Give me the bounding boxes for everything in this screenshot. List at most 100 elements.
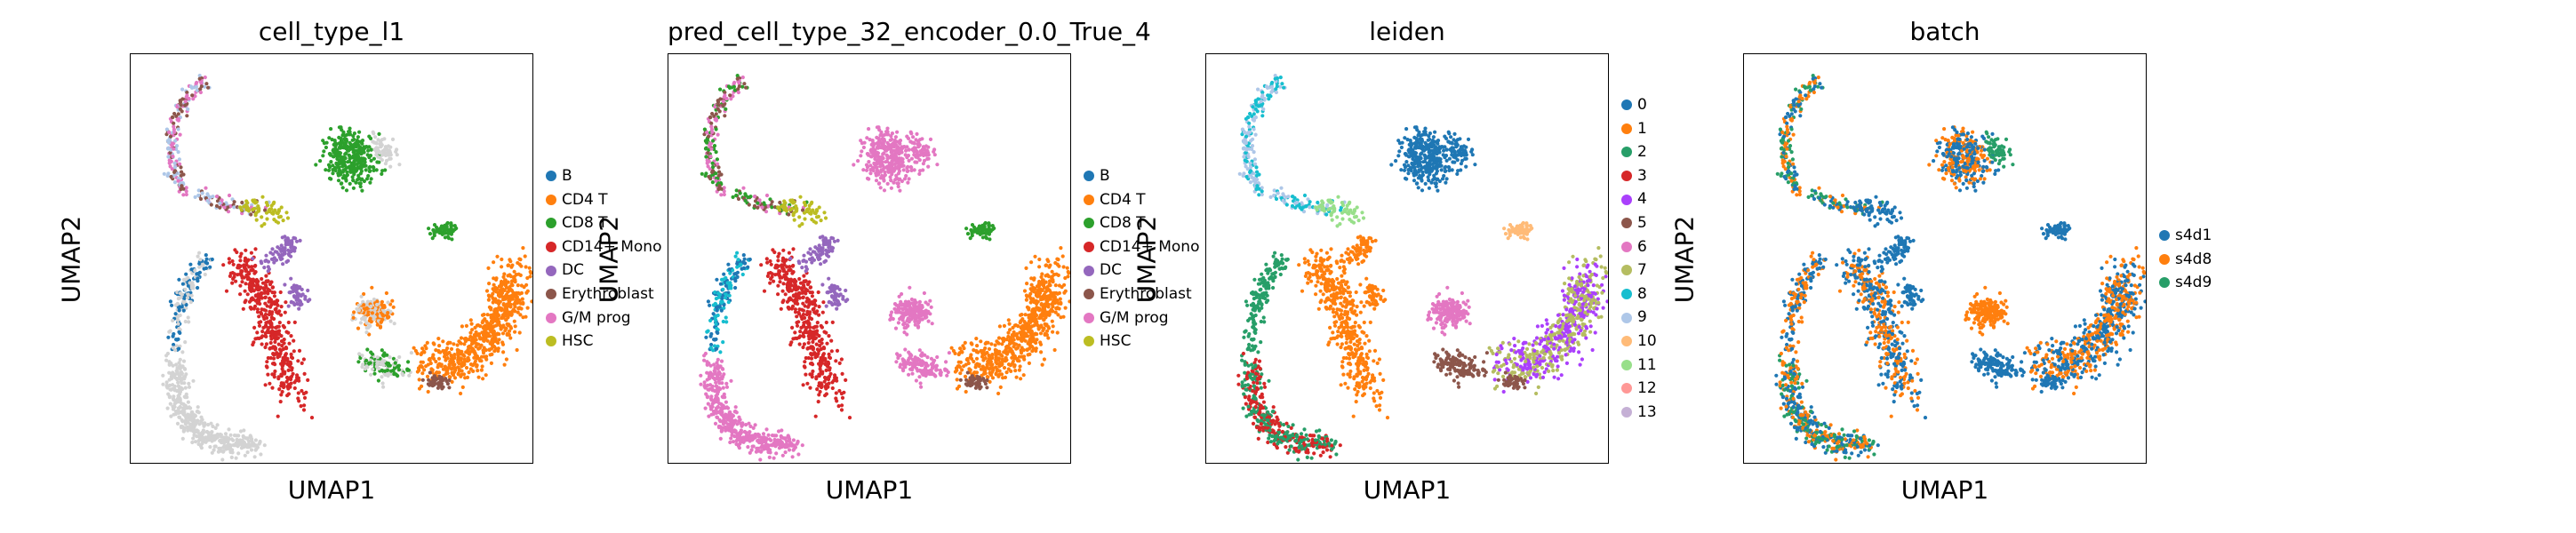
cell-point [464, 365, 469, 370]
cell-point [869, 155, 874, 159]
cell-point [340, 186, 345, 190]
cell-point [186, 400, 190, 404]
cell-point [264, 279, 268, 283]
cell-point [764, 257, 769, 261]
cell-point [283, 370, 287, 374]
cell-point [802, 253, 806, 258]
cell-point [372, 371, 377, 376]
cell-point [336, 179, 341, 183]
cell-point [204, 259, 208, 265]
cell-point [230, 450, 235, 455]
cell-point [808, 386, 812, 390]
cell-point [916, 139, 920, 144]
cell-point [495, 320, 500, 324]
cell-point [204, 430, 209, 434]
cell-point [732, 88, 737, 92]
cell-point [426, 389, 430, 394]
cell-point [882, 177, 886, 182]
cell-point [706, 402, 710, 406]
cell-point [908, 311, 912, 315]
cell-point [742, 430, 747, 434]
cell-point [278, 290, 283, 295]
cell-point [210, 450, 214, 455]
cell-point [787, 251, 791, 255]
cell-point [277, 321, 282, 325]
cell-point [795, 321, 799, 325]
cell-point [246, 258, 251, 262]
cell-point [263, 295, 268, 300]
cell-point [978, 230, 982, 235]
legend-marker [546, 289, 556, 300]
cell-point [178, 291, 183, 296]
cell-point [476, 342, 481, 346]
cell-point [724, 381, 729, 386]
cell-point [823, 358, 828, 363]
cell-point [714, 116, 718, 121]
cell-point [422, 368, 427, 372]
cell-point [804, 299, 809, 304]
cell-point [521, 300, 525, 305]
cell-point [736, 258, 740, 262]
cell-point [381, 363, 386, 368]
cell-point [792, 218, 796, 222]
cell-point [282, 246, 286, 251]
cell-point [185, 413, 189, 418]
cell-point [283, 235, 287, 239]
cell-point [720, 410, 724, 415]
cell-point [480, 364, 484, 369]
cell-point [364, 321, 369, 325]
cell-point [811, 339, 815, 345]
cell-point [898, 188, 902, 193]
cell-point [339, 136, 343, 140]
cell-point [243, 453, 247, 457]
cell-point [752, 203, 757, 208]
cell-point [181, 193, 186, 197]
cell-point [182, 427, 187, 432]
cell-point [245, 292, 250, 297]
cell-point [912, 168, 916, 172]
cell-point [769, 443, 773, 448]
cell-point [790, 455, 795, 459]
cell-point [167, 370, 172, 375]
cell-point [257, 314, 261, 319]
cell-point [277, 331, 282, 337]
cell-point [441, 367, 445, 371]
cell-point [374, 364, 379, 369]
cell-point [512, 319, 516, 323]
cell-point [227, 442, 231, 447]
cell-point [916, 325, 921, 330]
cell-point [894, 308, 899, 313]
cell-point [759, 449, 764, 453]
cell-point [780, 289, 785, 293]
cell-point [306, 378, 310, 382]
cell-point [820, 282, 825, 287]
cell-point [269, 203, 274, 208]
cell-point [714, 112, 718, 116]
cell-point [190, 93, 195, 98]
cell-point [396, 364, 401, 370]
cell-point [164, 380, 169, 385]
cell-point [181, 308, 186, 313]
cell-point [508, 310, 512, 314]
cell-point [824, 386, 828, 391]
cell-point [267, 299, 271, 304]
cell-point [776, 254, 780, 259]
cell-point [240, 275, 244, 280]
cell-point [348, 126, 352, 131]
cell-point [178, 410, 182, 415]
cell-point [468, 330, 473, 335]
cell-point [413, 348, 418, 354]
cell-point [372, 314, 377, 319]
cell-point [705, 395, 709, 400]
cell-point [204, 266, 208, 270]
cell-point [502, 362, 507, 367]
cell-point [172, 342, 176, 347]
cell-point [357, 130, 362, 134]
cell-point [785, 265, 789, 269]
cell-point [352, 310, 356, 314]
cell-point [251, 198, 255, 203]
cluster-bottomMid [356, 347, 413, 389]
cell-point [272, 372, 276, 377]
cell-point [827, 276, 831, 281]
cell-point [175, 290, 180, 295]
